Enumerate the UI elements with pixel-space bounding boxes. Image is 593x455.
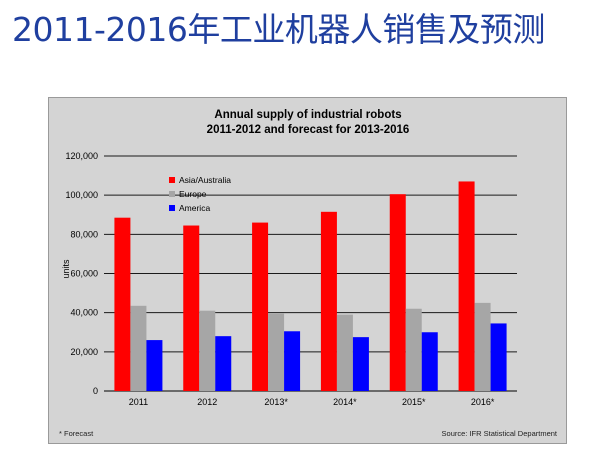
slide-title: 2011-2016年工业机器人销售及预测 [12, 10, 545, 49]
bar-europe-2013 [268, 313, 285, 391]
bar-asia-australia-2011 [114, 217, 131, 391]
y-tick-label: 120,000 [65, 151, 98, 161]
gridlines [104, 155, 517, 392]
chart-title: Annual supply of industrial robots [214, 109, 401, 121]
legend-label: Europe [179, 189, 207, 199]
y-tick-label: 80,000 [70, 229, 98, 239]
bar-america-2014 [352, 337, 369, 391]
legend-label: Asia/Australia [179, 175, 231, 185]
chart-subtitle: 2011-2012 and forecast for 2013-2016 [207, 124, 410, 136]
x-tick-label: 2012 [197, 397, 217, 407]
chart-footnote: * Forecast [59, 429, 94, 438]
x-tick-label: 2016* [471, 397, 495, 407]
bar-chart: Annual supply of industrial robots 2011-… [59, 109, 558, 438]
y-tick-label: 100,000 [65, 190, 98, 200]
bar-asia-australia-2012 [183, 225, 200, 391]
y-axis-label: units [61, 259, 71, 279]
x-tick-label: 2013* [264, 397, 288, 407]
bar-america-2011 [146, 340, 163, 391]
legend-swatch [169, 205, 175, 211]
y-tick-label: 20,000 [70, 347, 98, 357]
bar-europe-2011 [130, 305, 147, 391]
x-tick-labels: 2011 2012 2013* 2014* 2015* 2016* [129, 397, 495, 407]
bar-america-2016 [490, 323, 507, 391]
legend-swatch [169, 191, 175, 197]
bar-asia-australia-2015 [389, 194, 406, 391]
legend-label: America [179, 203, 210, 213]
legend-swatch [169, 177, 175, 183]
x-tick-label: 2015* [402, 397, 426, 407]
bar-america-2015 [421, 332, 438, 391]
y-tick-label: 40,000 [70, 308, 98, 318]
chart-source: Source: IFR Statistical Department [442, 429, 558, 438]
x-tick-label: 2011 [129, 397, 148, 407]
bar-asia-australia-2014 [320, 211, 337, 391]
y-tick-labels: 0 20,000 40,000 60,000 80,000 100,000 120,000 [65, 151, 98, 396]
bar-europe-2014 [336, 314, 353, 391]
y-tick-label: 60,000 [70, 269, 98, 279]
legend: Asia/Australia Europe America [169, 175, 231, 213]
y-tick-label: 0 [93, 386, 98, 396]
bar-america-2013 [284, 331, 301, 391]
bars [114, 181, 507, 391]
bar-asia-australia-2016 [458, 181, 475, 391]
bar-europe-2012 [199, 310, 216, 391]
bar-america-2012 [215, 336, 232, 391]
bar-asia-australia-2013 [252, 222, 269, 391]
bar-europe-2015 [405, 308, 422, 391]
bar-europe-2016 [474, 302, 491, 391]
x-tick-label: 2014* [333, 397, 357, 407]
chart-panel: Annual supply of industrial robots 2011-… [48, 97, 567, 444]
